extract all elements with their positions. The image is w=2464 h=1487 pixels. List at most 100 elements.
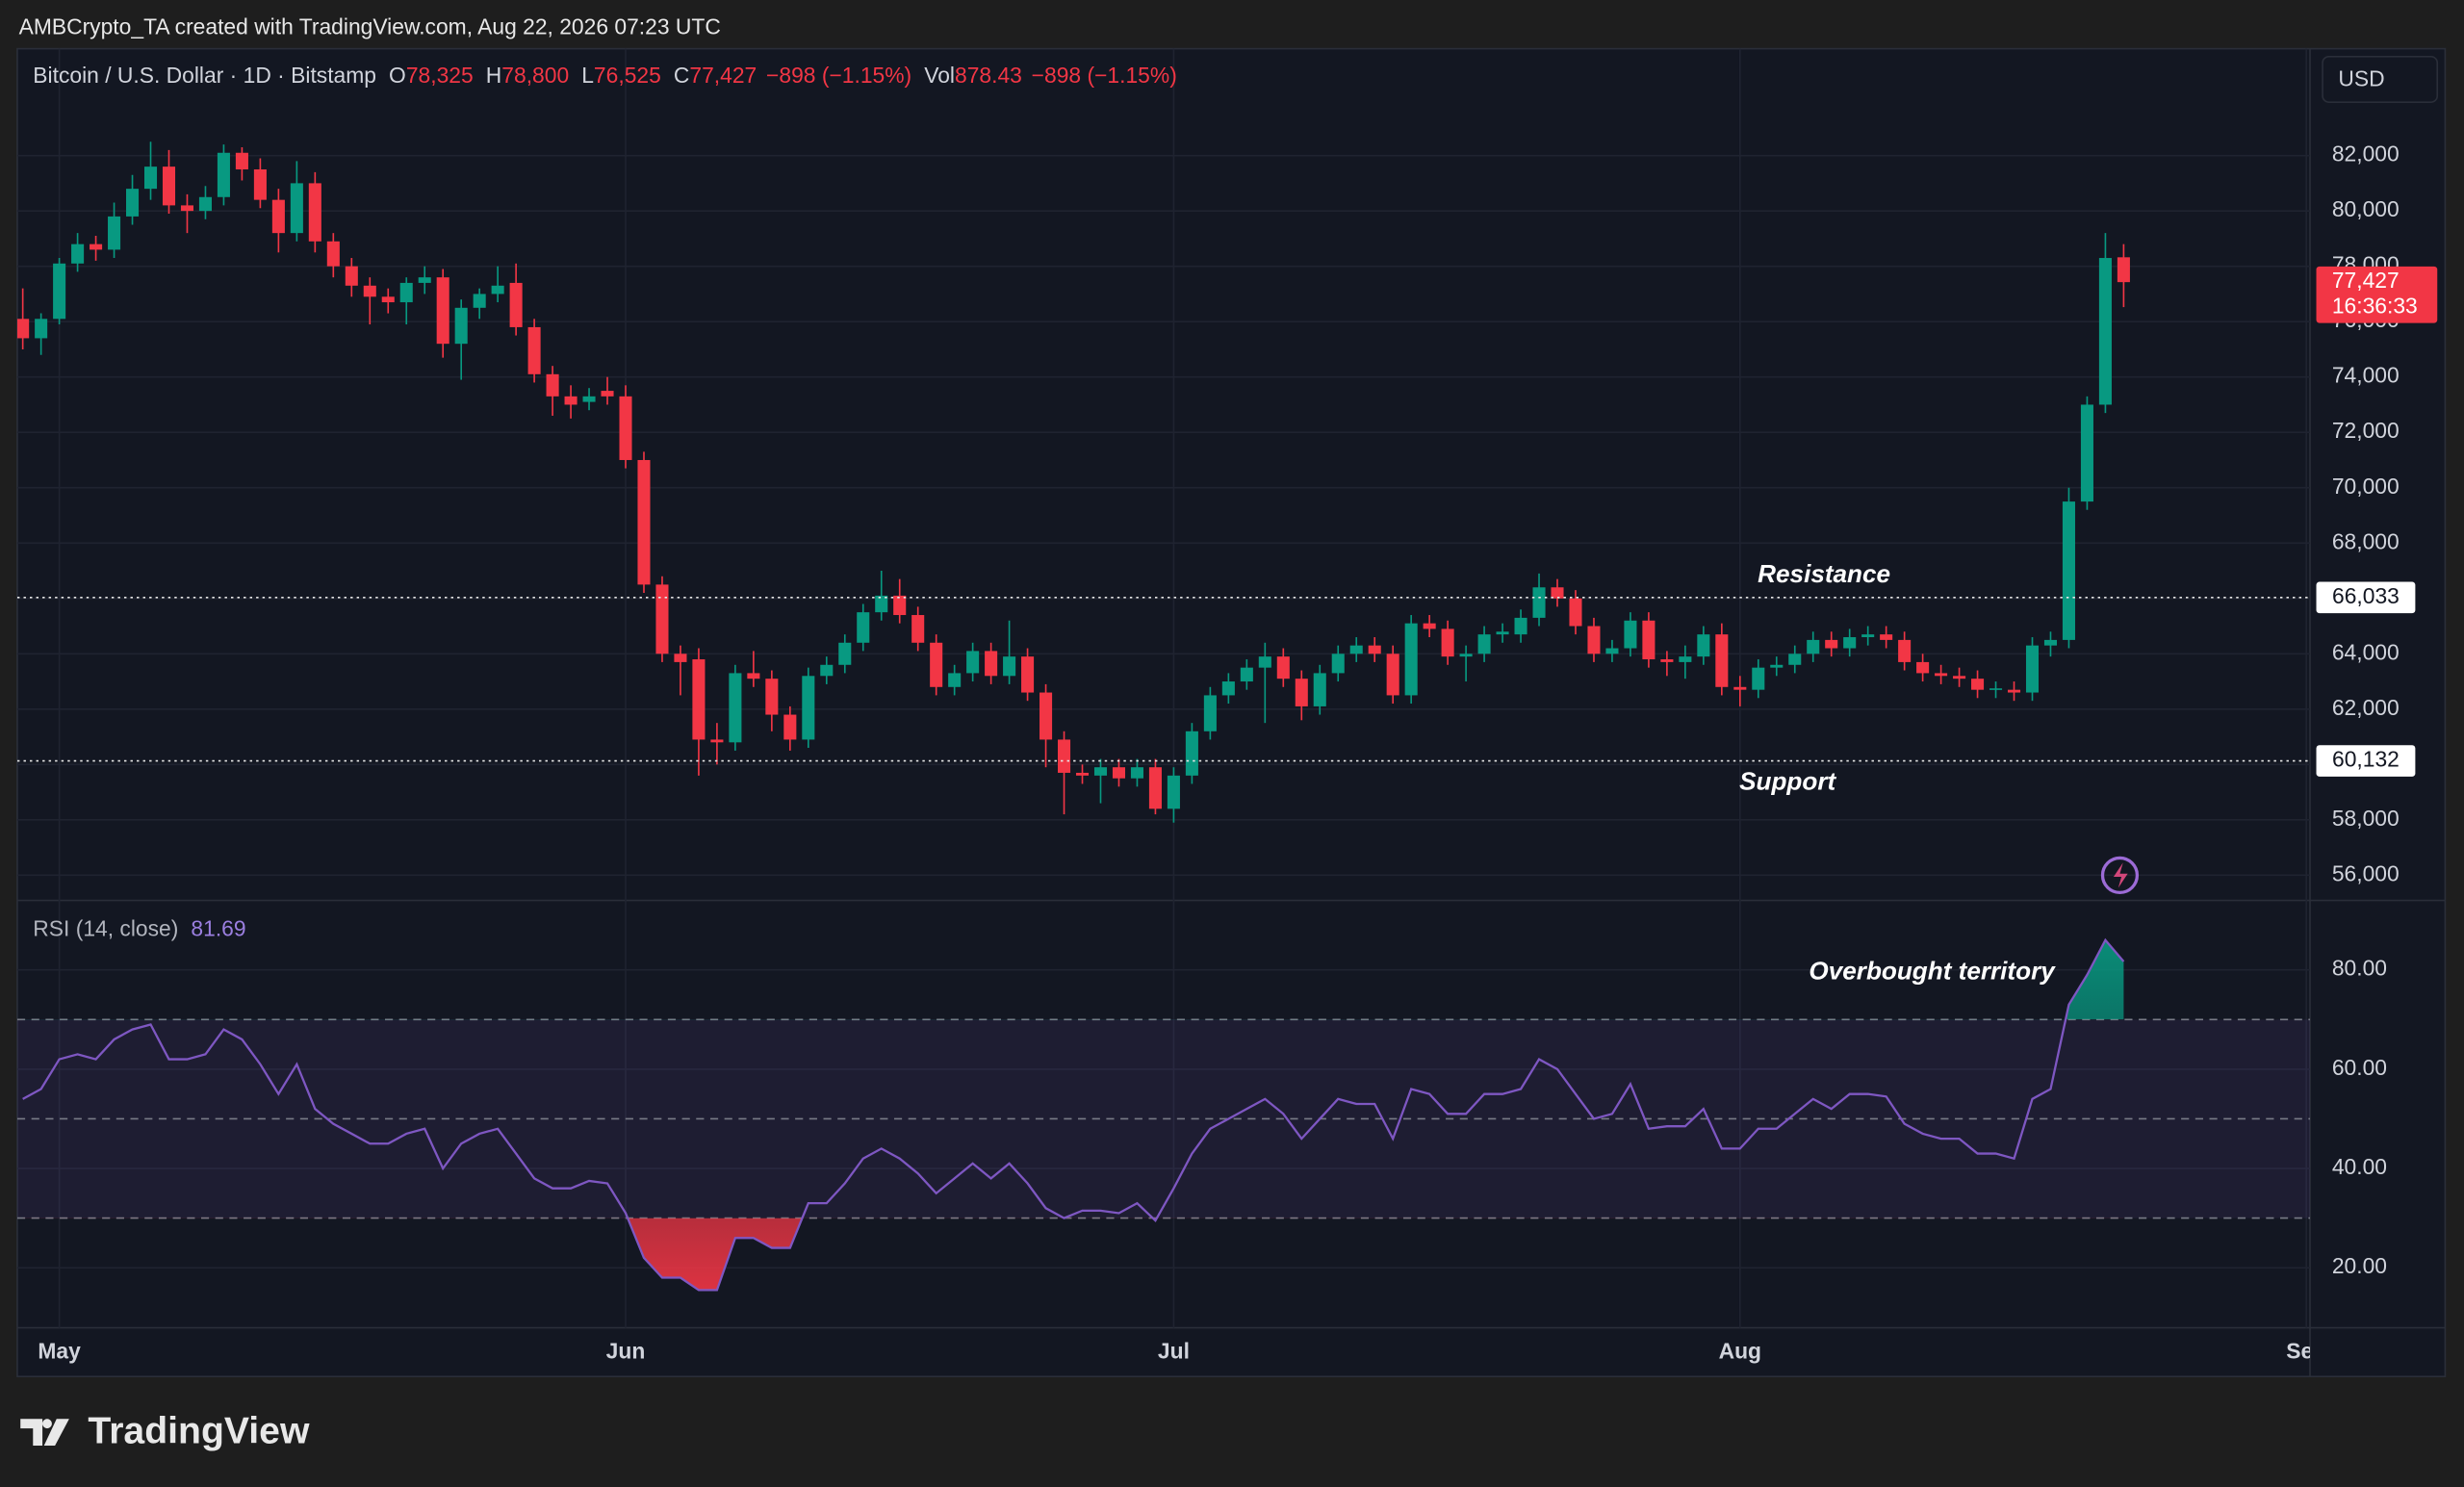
candle-body [637, 459, 651, 585]
candle-body [1368, 645, 1381, 654]
currency-button[interactable] [2322, 55, 2439, 103]
rsi-legend: RSI (14, close) 81.69 [33, 916, 245, 941]
y-tick-label: 64,000 [2332, 639, 2400, 664]
legend-key: L [581, 63, 594, 88]
candle-body [1459, 654, 1473, 657]
x-tick-label: Jul [1158, 1339, 1190, 1364]
rsi-tick-label: 40.00 [2332, 1154, 2387, 1179]
candle-body [290, 183, 303, 234]
x-tick-label: Jun [606, 1339, 646, 1364]
candle-body [345, 266, 358, 286]
price-pane [16, 141, 2310, 823]
level-annotation: Resistance [1758, 559, 1890, 588]
candle-body [1679, 656, 1692, 662]
candle-body [418, 277, 431, 283]
candle-body [326, 241, 340, 267]
symbol-legend: Bitcoin / U.S. Dollar · 1D · Bitstamp O78… [33, 63, 1177, 88]
candle-body [473, 294, 486, 308]
candle-body [1276, 656, 1290, 679]
candle-body [857, 612, 870, 643]
level-tag-label: 66,033 [2332, 583, 2400, 608]
annotation: Overbought territory [1809, 957, 2056, 986]
candle-body [1093, 767, 1108, 776]
candle-body [1551, 587, 1564, 599]
time-axis: May Jun Jul Aug Sep [38, 1339, 2310, 1364]
candle-body [930, 642, 943, 687]
candle-body [1404, 623, 1418, 696]
candle-body [1386, 654, 1399, 696]
candle-body [619, 396, 632, 460]
candle-body [582, 396, 596, 402]
candle-body [564, 396, 578, 405]
candle-body [1935, 673, 1948, 677]
y-tick-label: 80,000 [2332, 196, 2400, 221]
candle-body [1130, 767, 1143, 779]
legend-value: −898 (−1.15%) [766, 63, 911, 88]
candle-body [308, 183, 321, 242]
candle-body [1770, 664, 1784, 668]
candle-body [1477, 634, 1491, 654]
legend-value: 878.43 [955, 63, 1022, 88]
candle-body [1112, 767, 1126, 779]
candle-body [601, 391, 614, 397]
rsi-line [22, 937, 2125, 1292]
candle-body [1258, 656, 1271, 668]
y-tick-label: 72,000 [2332, 418, 2400, 443]
candle-body [1587, 626, 1601, 654]
candle-body [1514, 617, 1527, 635]
candle-body [363, 285, 376, 297]
x-tick-label: May [38, 1339, 81, 1364]
candle-body [1971, 679, 1985, 690]
candle-body [180, 205, 194, 212]
icon-bolt [2113, 862, 2128, 888]
symbol-title: Bitcoin / U.S. Dollar · 1D · Bitstamp [33, 63, 376, 88]
legend-value: 78,325 [406, 63, 474, 88]
rsi-tick-label: 80.00 [2332, 956, 2387, 981]
candle-body [1825, 639, 1838, 649]
legend-value: 77,427 [689, 63, 757, 88]
candle-body [1880, 634, 1893, 640]
candle-body [1167, 775, 1180, 809]
candle-body [966, 651, 980, 674]
candle-body [783, 714, 797, 740]
brand: TradingView [88, 1410, 310, 1451]
logo-icon [20, 1419, 69, 1447]
candle-body [1916, 661, 1930, 674]
candle-body [1624, 620, 1637, 649]
candle-body [546, 373, 559, 397]
candle-body [527, 326, 541, 374]
candle-body [1532, 587, 1546, 618]
candle-body [1185, 731, 1198, 776]
candle-body [729, 673, 742, 743]
candle-body [1441, 628, 1454, 657]
candle-body [1240, 667, 1253, 682]
currency-label[interactable]: USD [2338, 65, 2384, 90]
candle-body [985, 651, 998, 677]
legend-value: −898 (−1.15%) [1032, 63, 1177, 88]
candle-body [271, 199, 285, 234]
candle-body [655, 584, 669, 654]
indicator-icon [2100, 856, 2140, 894]
rsi-tick-label: 20.00 [2332, 1253, 2387, 1278]
candle-body [765, 679, 779, 715]
y-tick-label: 58,000 [2332, 806, 2400, 831]
candle-body [162, 167, 176, 206]
candle-body [90, 244, 103, 250]
candle-body [436, 277, 449, 345]
candle-body [2025, 645, 2040, 693]
chart-panel [16, 47, 2447, 1378]
candle-body [1221, 681, 1235, 696]
candle-body [217, 152, 230, 197]
candle-body [838, 642, 852, 665]
candle-body [1349, 645, 1363, 654]
candle-body [1898, 639, 1912, 662]
countdown: 16:36:33 [2332, 293, 2418, 318]
candle-body [1733, 686, 1747, 690]
rsi-title: RSI (14, close) [33, 916, 178, 941]
candle-body [1295, 679, 1308, 706]
legend-key: O [389, 63, 406, 88]
level-annotation: Support [1739, 766, 1836, 795]
candle-body [1642, 620, 1656, 660]
candle-body [1148, 767, 1162, 809]
